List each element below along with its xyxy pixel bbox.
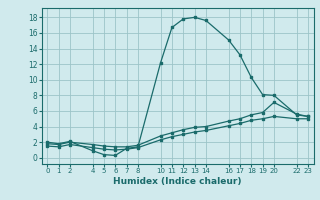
X-axis label: Humidex (Indice chaleur): Humidex (Indice chaleur) (113, 177, 242, 186)
